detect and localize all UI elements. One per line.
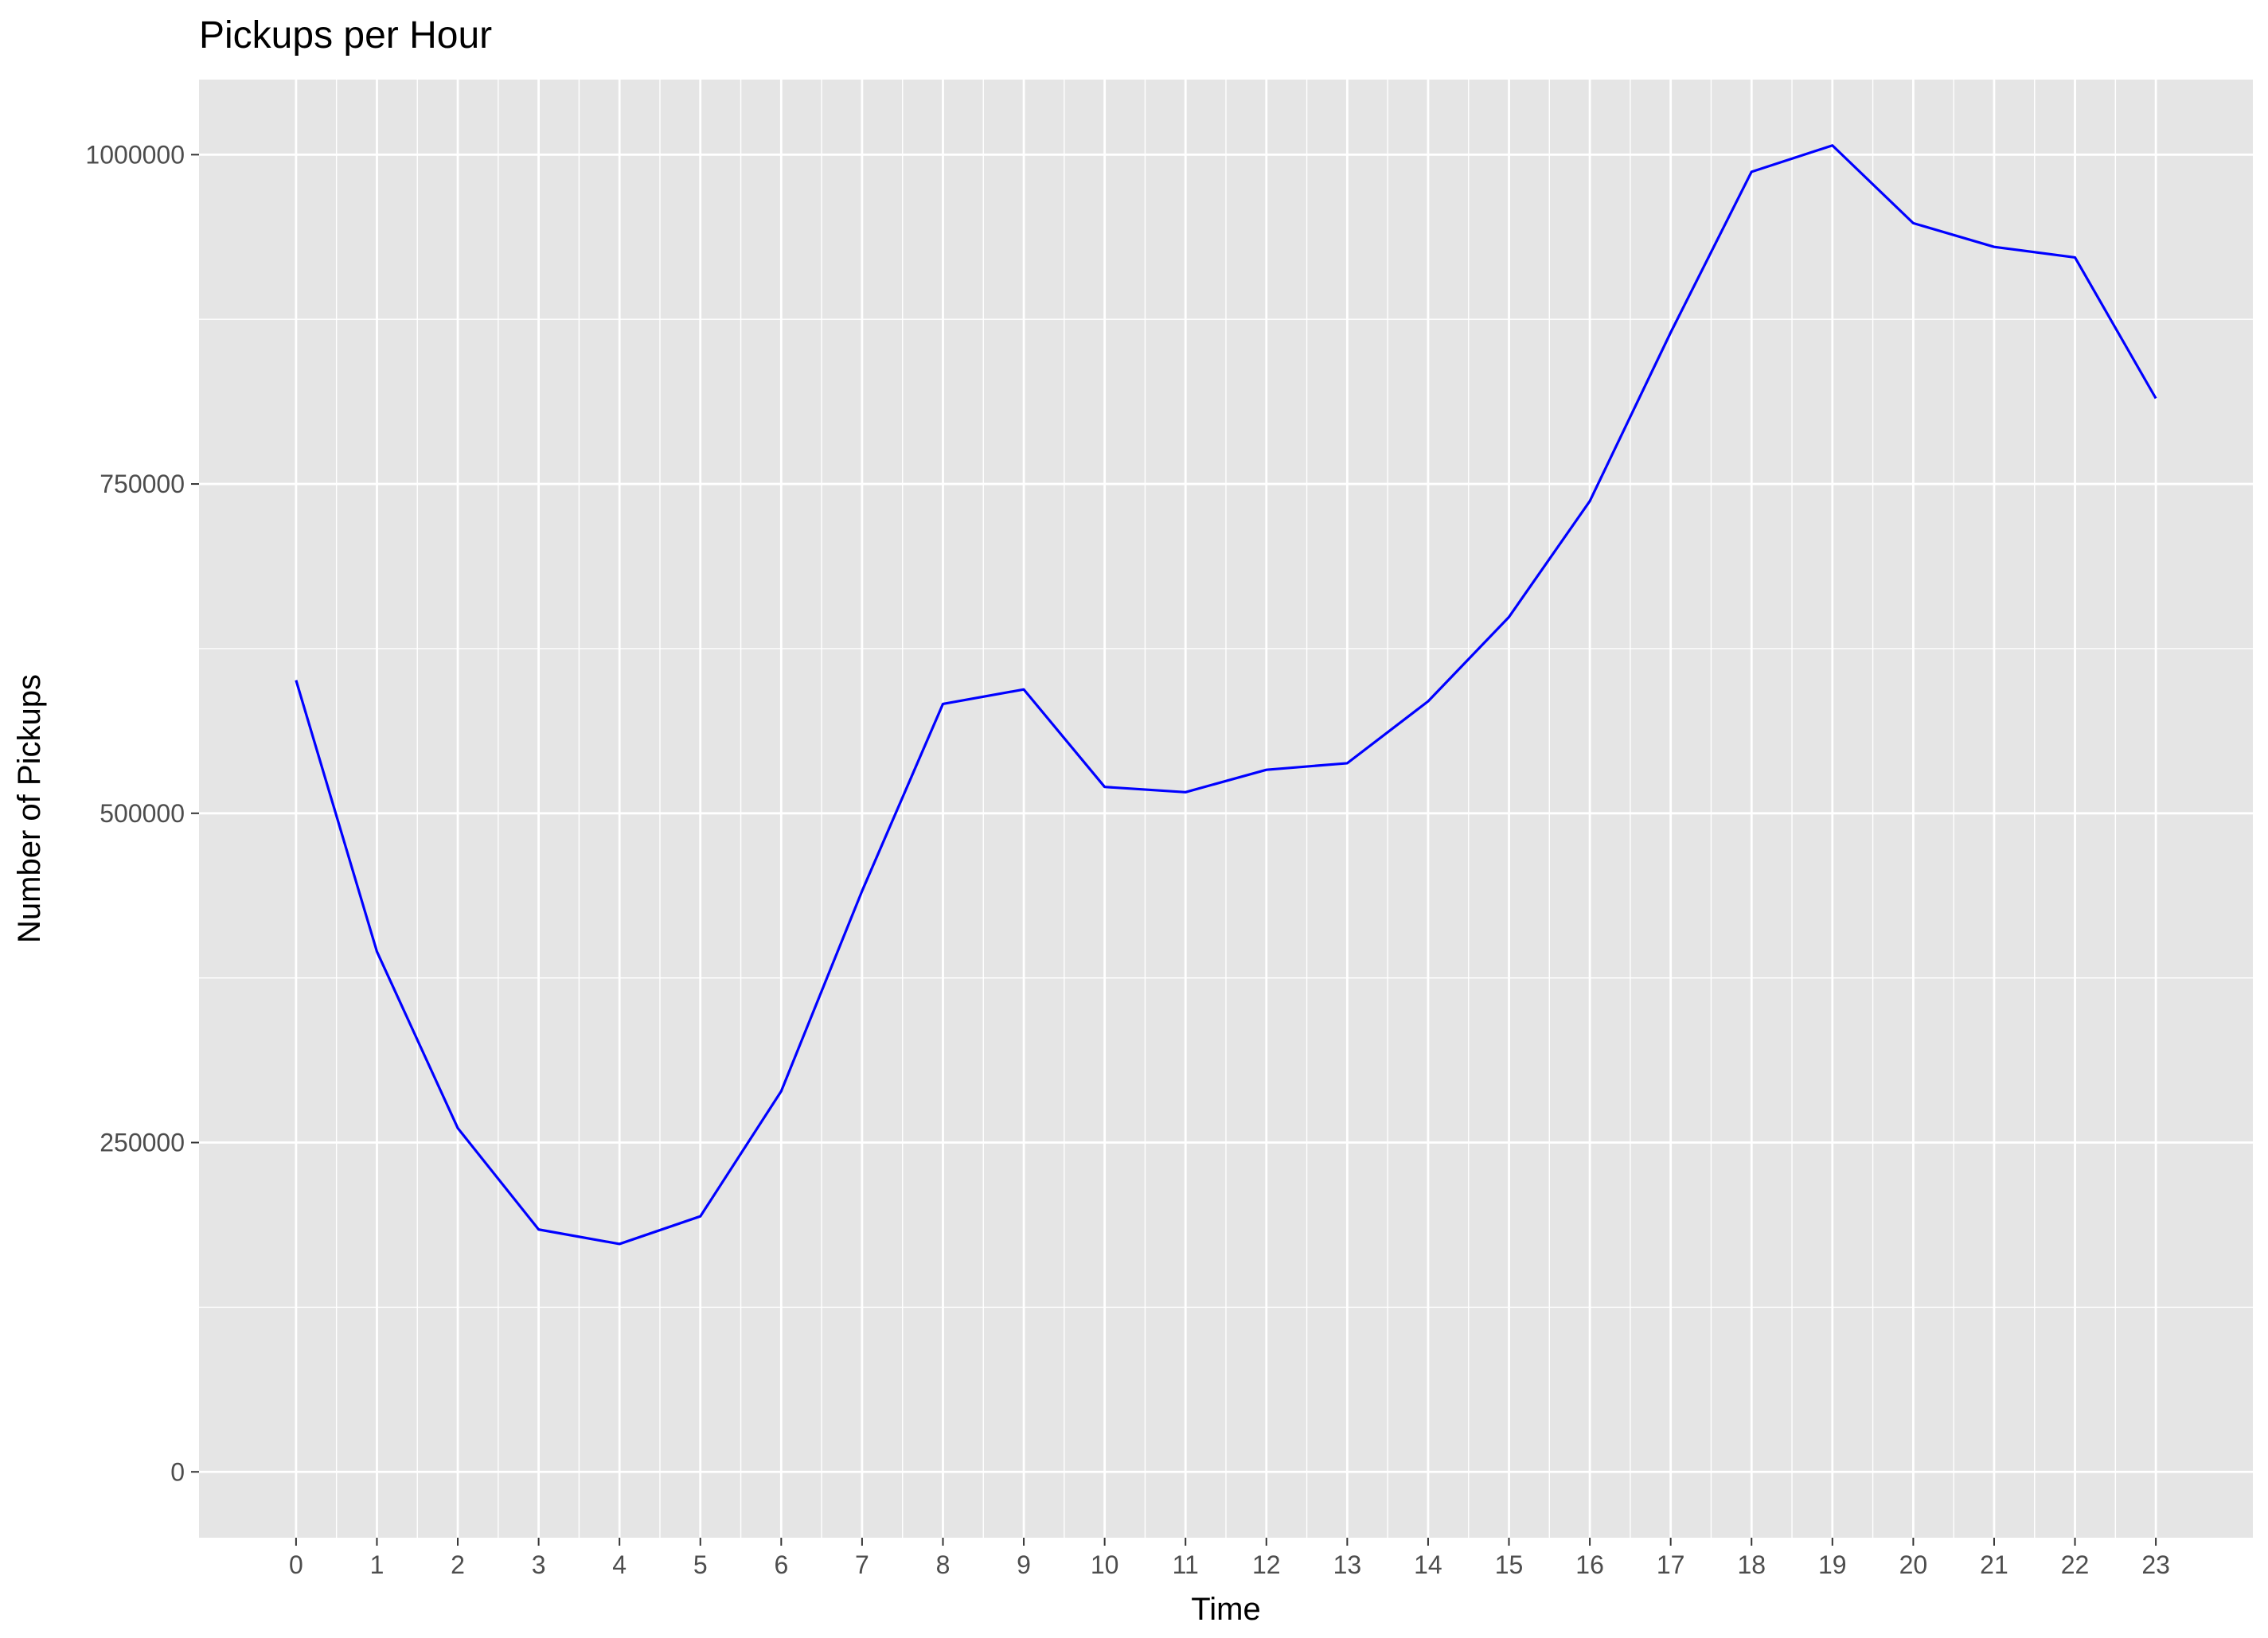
x-tick-label: 11 [1173,1550,1199,1579]
x-tick-label: 16 [1575,1550,1604,1579]
y-tick-label: 250000 [100,1129,185,1157]
series-group [295,144,2157,1246]
chart-title: Pickups per Hour [199,14,492,57]
y-tick-label: 750000 [100,470,185,498]
x-tick-label: 5 [693,1550,708,1579]
grid-minor [199,80,2253,1538]
x-tick-label: 12 [1252,1550,1281,1579]
x-tick-label: 21 [1980,1550,2008,1579]
y-tick-label: 500000 [100,799,185,828]
x-tick-label: 10 [1091,1550,1119,1579]
x-tick-label: 8 [936,1550,951,1579]
x-axis: 0 1 2 3 4 5 6 7 8 9 10 11 12 13 14 15 16 17 18 19 20 21 22 23 [289,1538,2170,1579]
x-tick-label: 14 [1414,1550,1442,1579]
x-tick-label: 0 [289,1550,303,1579]
x-tick-label: 9 [1017,1550,1031,1579]
x-tick-label: 19 [1818,1550,1847,1579]
x-tick-label: 6 [774,1550,788,1579]
x-tick-label: 17 [1657,1550,1685,1579]
y-axis-title: Number of Pickups [12,674,47,943]
x-tick-label: 7 [855,1550,869,1579]
x-tick-label: 18 [1737,1550,1766,1579]
x-tick-label: 3 [532,1550,546,1579]
series-line [295,144,2157,1246]
x-axis-title: Time [1191,1592,1260,1627]
x-tick-label: 1 [370,1550,385,1579]
y-tick-label: 0 [170,1457,185,1486]
x-tick-label: 2 [451,1550,465,1579]
x-tick-label: 4 [612,1550,627,1579]
y-tick-label: 1000000 [85,140,185,169]
y-axis: 0 250000 500000 750000 1000000 [85,140,199,1486]
x-tick-label: 23 [2141,1550,2170,1579]
x-tick-label: 20 [1899,1550,1928,1579]
x-tick-label: 15 [1495,1550,1524,1579]
x-tick-label: 13 [1333,1550,1362,1579]
grid-major [199,80,2253,1538]
x-tick-label: 22 [2061,1550,2090,1579]
